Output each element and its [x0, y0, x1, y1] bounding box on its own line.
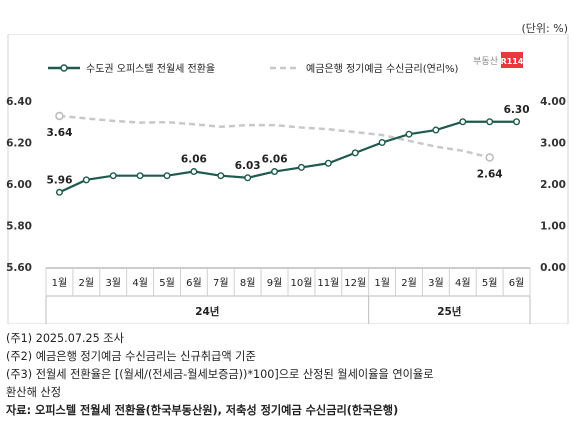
series-line-conversion-rate: [58, 120, 517, 194]
conversion-rate-data-label: 6.03: [235, 160, 261, 172]
conversion-rate-point: [405, 130, 413, 138]
conversion-rate-point: [109, 172, 117, 180]
notes: (주1) 2025.07.25 조사 (주2) 예금은행 정기예금 수신금리는 …: [6, 330, 572, 420]
conversion-rate-point: [163, 172, 171, 180]
data-labels: 5.966.066.036.066.303.642.64: [46, 104, 529, 187]
axes: 5.60 5.80 6.00 6.20 6.40 0.00 1.00 2.00 3.00 4.00: [6, 96, 566, 274]
note-3: (주3) 전월세 전환율은 [(월세/(전세금-월세보증금))*100]으로 산…: [6, 368, 434, 381]
legend-label-series-1: 수도권 오피스텔 전월세 전환율: [86, 63, 215, 75]
x-tick-label: 10월: [290, 277, 312, 289]
conversion-rate-point: [351, 149, 359, 157]
conversion-rate-data-label: 6.30: [504, 104, 530, 116]
x-tick-label: 2월: [79, 277, 95, 289]
unit-label: (단위: %): [521, 22, 568, 35]
x-tick-label: 5월: [482, 277, 498, 289]
conversion-rate-point: [244, 174, 252, 182]
year-group-label: 25년: [437, 305, 461, 318]
legend-marker: [60, 64, 68, 72]
y-right-tick-label: 3.00: [540, 138, 566, 150]
legend-label-series-2: 예금은행 정기예금 수신금리(연리%): [306, 63, 459, 75]
y-left-tick-label: 6.40: [6, 96, 32, 108]
deposit-rate-data-label: 3.64: [46, 127, 72, 139]
deposit-rate-point: [485, 153, 494, 162]
deposit-rate-data-label: 2.64: [477, 168, 503, 180]
conversion-rate-data-label: 6.06: [262, 154, 288, 166]
x-axis: 1월 2월 3월 4월 5월 6월 7월 8월 9월 10월 11월 12월 1월 2월 3월 4월 5월 6월 2…: [45, 267, 531, 324]
conversion-rate-point: [190, 168, 198, 176]
x-tick-label: 4월: [455, 277, 471, 289]
x-tick-label: 11월: [317, 277, 339, 289]
chart-svg: 부동산 R114 수도권 오피스텔 전월세 전환율 예금은행 정기예금 수신금리(…: [6, 34, 569, 324]
conversion-rate-data-label: 6.06: [181, 154, 207, 166]
year-group-label: 24년: [195, 305, 219, 318]
y-left-tick-label: 5.80: [6, 221, 32, 233]
legend: 수도권 오피스텔 전월세 전환율 예금은행 정기예금 수신금리(연리%): [48, 63, 459, 75]
conversion-rate-point: [55, 188, 63, 196]
y-left-tick-label: 6.00: [6, 179, 32, 191]
chart-frame: [7, 34, 569, 324]
brand-badge-text: R114: [501, 57, 524, 66]
y-right-tick-label: 2.00: [540, 179, 566, 191]
note-1: (주1) 2025.07.25 조사: [6, 332, 124, 345]
brand-text: 부동산: [473, 56, 498, 67]
x-tick-label: 4월: [132, 277, 148, 289]
x-tick-label: 2월: [401, 277, 417, 289]
conversion-rate-point: [486, 118, 494, 126]
y-right-tick-label: 4.00: [540, 96, 566, 108]
x-tick-label: 12월: [344, 277, 366, 289]
y-right-tick-label: 1.00: [540, 221, 566, 233]
conversion-rate-point: [82, 176, 90, 184]
conversion-rate-data-label: 5.96: [46, 174, 72, 186]
conversion-rate-point: [136, 172, 144, 180]
x-tick-label: 6월: [509, 277, 525, 289]
x-tick-label: 5월: [159, 277, 175, 289]
x-tick-label: 1월: [374, 277, 390, 289]
brand-logo: 부동산 R114: [473, 52, 524, 68]
conversion-rate-point: [378, 138, 386, 146]
x-tick-label: 7월: [213, 277, 229, 289]
y-left-tick-label: 6.20: [6, 138, 32, 150]
note-4: 환산해 산정: [6, 386, 62, 399]
conversion-rate-point: [432, 126, 440, 134]
chart: 부동산 R114 수도권 오피스텔 전월세 전환율 예금은행 정기예금 수신금리(…: [0, 34, 574, 324]
brand-badge: [501, 52, 523, 68]
deposit-rate-point: [55, 111, 64, 121]
x-tick-label: 1월: [52, 277, 68, 289]
x-tick-label: 3월: [428, 277, 444, 289]
conversion-rate-point: [324, 159, 332, 167]
series-line-deposit-rate: [59, 114, 490, 159]
series: [55, 111, 521, 196]
conversion-rate-point: [459, 118, 467, 126]
conversion-rate-point: [217, 172, 225, 180]
x-tick-label: 6월: [186, 277, 202, 289]
conversion-rate-point: [297, 163, 305, 171]
x-tick-label: 9월: [267, 277, 283, 289]
y-left-tick-label: 5.60: [6, 262, 32, 274]
conversion-rate-point: [271, 168, 279, 176]
note-2: (주2) 예금은행 정기예금 수신금리는 신규취급액 기준: [6, 350, 256, 363]
x-tick-label: 3월: [105, 277, 121, 289]
conversion-rate-point: [513, 118, 521, 126]
x-tick-label: 8월: [240, 277, 256, 289]
source-line: 자료: 오피스텔 전월세 전환율(한국부동산원), 저축성 정기예금 수신금리(…: [6, 404, 399, 417]
y-right-tick-label: 0.00: [540, 262, 566, 274]
